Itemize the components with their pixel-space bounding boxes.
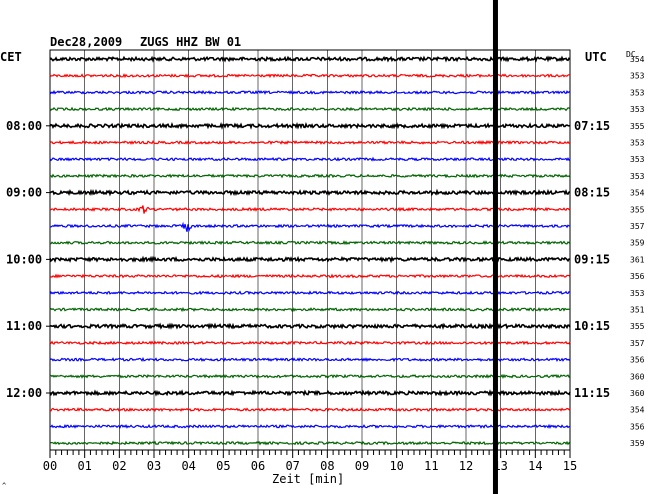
left-hour-label: 12:00 xyxy=(6,386,42,400)
dc-value: 353 xyxy=(630,72,645,81)
x-tick-label: 14 xyxy=(528,459,542,473)
seismic-trace xyxy=(49,240,571,246)
grid xyxy=(49,49,571,451)
seismic-trace xyxy=(49,440,571,446)
dc-value: 354 xyxy=(630,406,645,415)
station-id: ZUGS HHZ BW 01 xyxy=(140,35,241,49)
seismic-trace xyxy=(49,156,571,162)
left-hour-label: 10:00 xyxy=(6,252,42,266)
dc-column-label: DC xyxy=(626,50,636,59)
left-hour-label: 09:00 xyxy=(6,186,42,200)
dc-value: 361 xyxy=(630,255,645,264)
dc-value: 360 xyxy=(630,389,645,398)
x-tick-label: 15 xyxy=(563,459,577,473)
x-tick-label: 01 xyxy=(77,459,91,473)
seismic-trace xyxy=(49,73,571,79)
x-tick-label: 04 xyxy=(181,459,195,473)
seismic-trace xyxy=(49,89,571,95)
seismic-trace xyxy=(49,306,571,313)
dc-value: 353 xyxy=(630,155,645,164)
seismic-trace xyxy=(49,340,571,346)
left-hour-label: 08:00 xyxy=(6,119,42,133)
dc-value: 355 xyxy=(630,322,645,331)
dc-value: 354 xyxy=(630,189,645,198)
dc-value: 359 xyxy=(630,239,645,248)
left-hour-label: 11:00 xyxy=(6,319,42,333)
right-hour-label: 08:15 xyxy=(574,186,610,200)
x-tick-label: 05 xyxy=(216,459,230,473)
plot-frame xyxy=(49,49,571,451)
seismic-trace xyxy=(49,173,571,179)
dc-value: 351 xyxy=(630,306,645,315)
x-tick-label: 13 xyxy=(493,459,507,473)
left-timezone-label: CET xyxy=(0,50,22,64)
right-hour-label: 09:15 xyxy=(574,252,610,266)
dc-value: 356 xyxy=(630,422,645,431)
x-tick-label: 06 xyxy=(251,459,265,473)
x-tick-label: 02 xyxy=(112,459,126,473)
seismic-trace xyxy=(49,389,571,397)
seismic-trace xyxy=(49,188,571,197)
dc-value: 355 xyxy=(630,122,645,131)
seismic-trace xyxy=(49,106,571,112)
right-hour-label: 07:15 xyxy=(574,119,610,133)
dc-value: 356 xyxy=(630,356,645,365)
x-tick-label: 00 xyxy=(43,459,57,473)
seismic-trace xyxy=(49,205,571,214)
seismic-trace xyxy=(49,55,571,63)
dc-value: 359 xyxy=(630,439,645,448)
right-hour-label: 10:15 xyxy=(574,319,610,333)
dc-value: 360 xyxy=(630,372,645,381)
corner-mark: ^ xyxy=(2,482,6,490)
seismic-trace xyxy=(49,140,571,146)
seismic-trace xyxy=(49,322,571,331)
x-tick-label: 03 xyxy=(147,459,161,473)
dc-value: 353 xyxy=(630,105,645,114)
x-tick-label: 09 xyxy=(355,459,369,473)
dc-value: 353 xyxy=(630,289,645,298)
x-axis-title: Zeit [min] xyxy=(272,472,344,486)
seismic-trace xyxy=(50,221,571,233)
right-timezone-label: UTC xyxy=(585,50,607,64)
seismic-trace xyxy=(49,423,571,430)
seismic-trace xyxy=(49,373,571,380)
label-group: 08:00 09:00 10:00 11:00 12:00 07:15 08:15 09:15… xyxy=(6,55,645,448)
x-tick-label: 07 xyxy=(285,459,299,473)
dc-value: 357 xyxy=(630,339,645,348)
time-marker-bar xyxy=(492,0,498,494)
dc-value: 355 xyxy=(630,205,645,214)
trace-group xyxy=(49,0,571,494)
x-tick-label: 08 xyxy=(320,459,334,473)
x-tick-label: 12 xyxy=(459,459,473,473)
dc-value: 353 xyxy=(630,172,645,181)
seismic-trace xyxy=(49,255,571,264)
dc-value: 353 xyxy=(630,139,645,148)
seismic-trace xyxy=(49,356,571,363)
time-axis: 00 01 02 03 04 05 06 07 08 09 10 11 12 13 14 15 xyxy=(43,450,577,473)
record-date: Dec28,2009 xyxy=(50,35,122,49)
x-tick-label: 10 xyxy=(389,459,403,473)
seismic-trace xyxy=(49,121,571,130)
seismic-trace xyxy=(49,290,571,296)
dc-value: 354 xyxy=(630,55,645,64)
dc-value: 353 xyxy=(630,88,645,97)
dc-value: 357 xyxy=(630,222,645,231)
dc-value: 356 xyxy=(630,272,645,281)
seismic-trace xyxy=(49,273,571,279)
seismic-trace xyxy=(49,407,571,413)
x-tick-label: 11 xyxy=(424,459,438,473)
right-hour-label: 11:15 xyxy=(574,386,610,400)
